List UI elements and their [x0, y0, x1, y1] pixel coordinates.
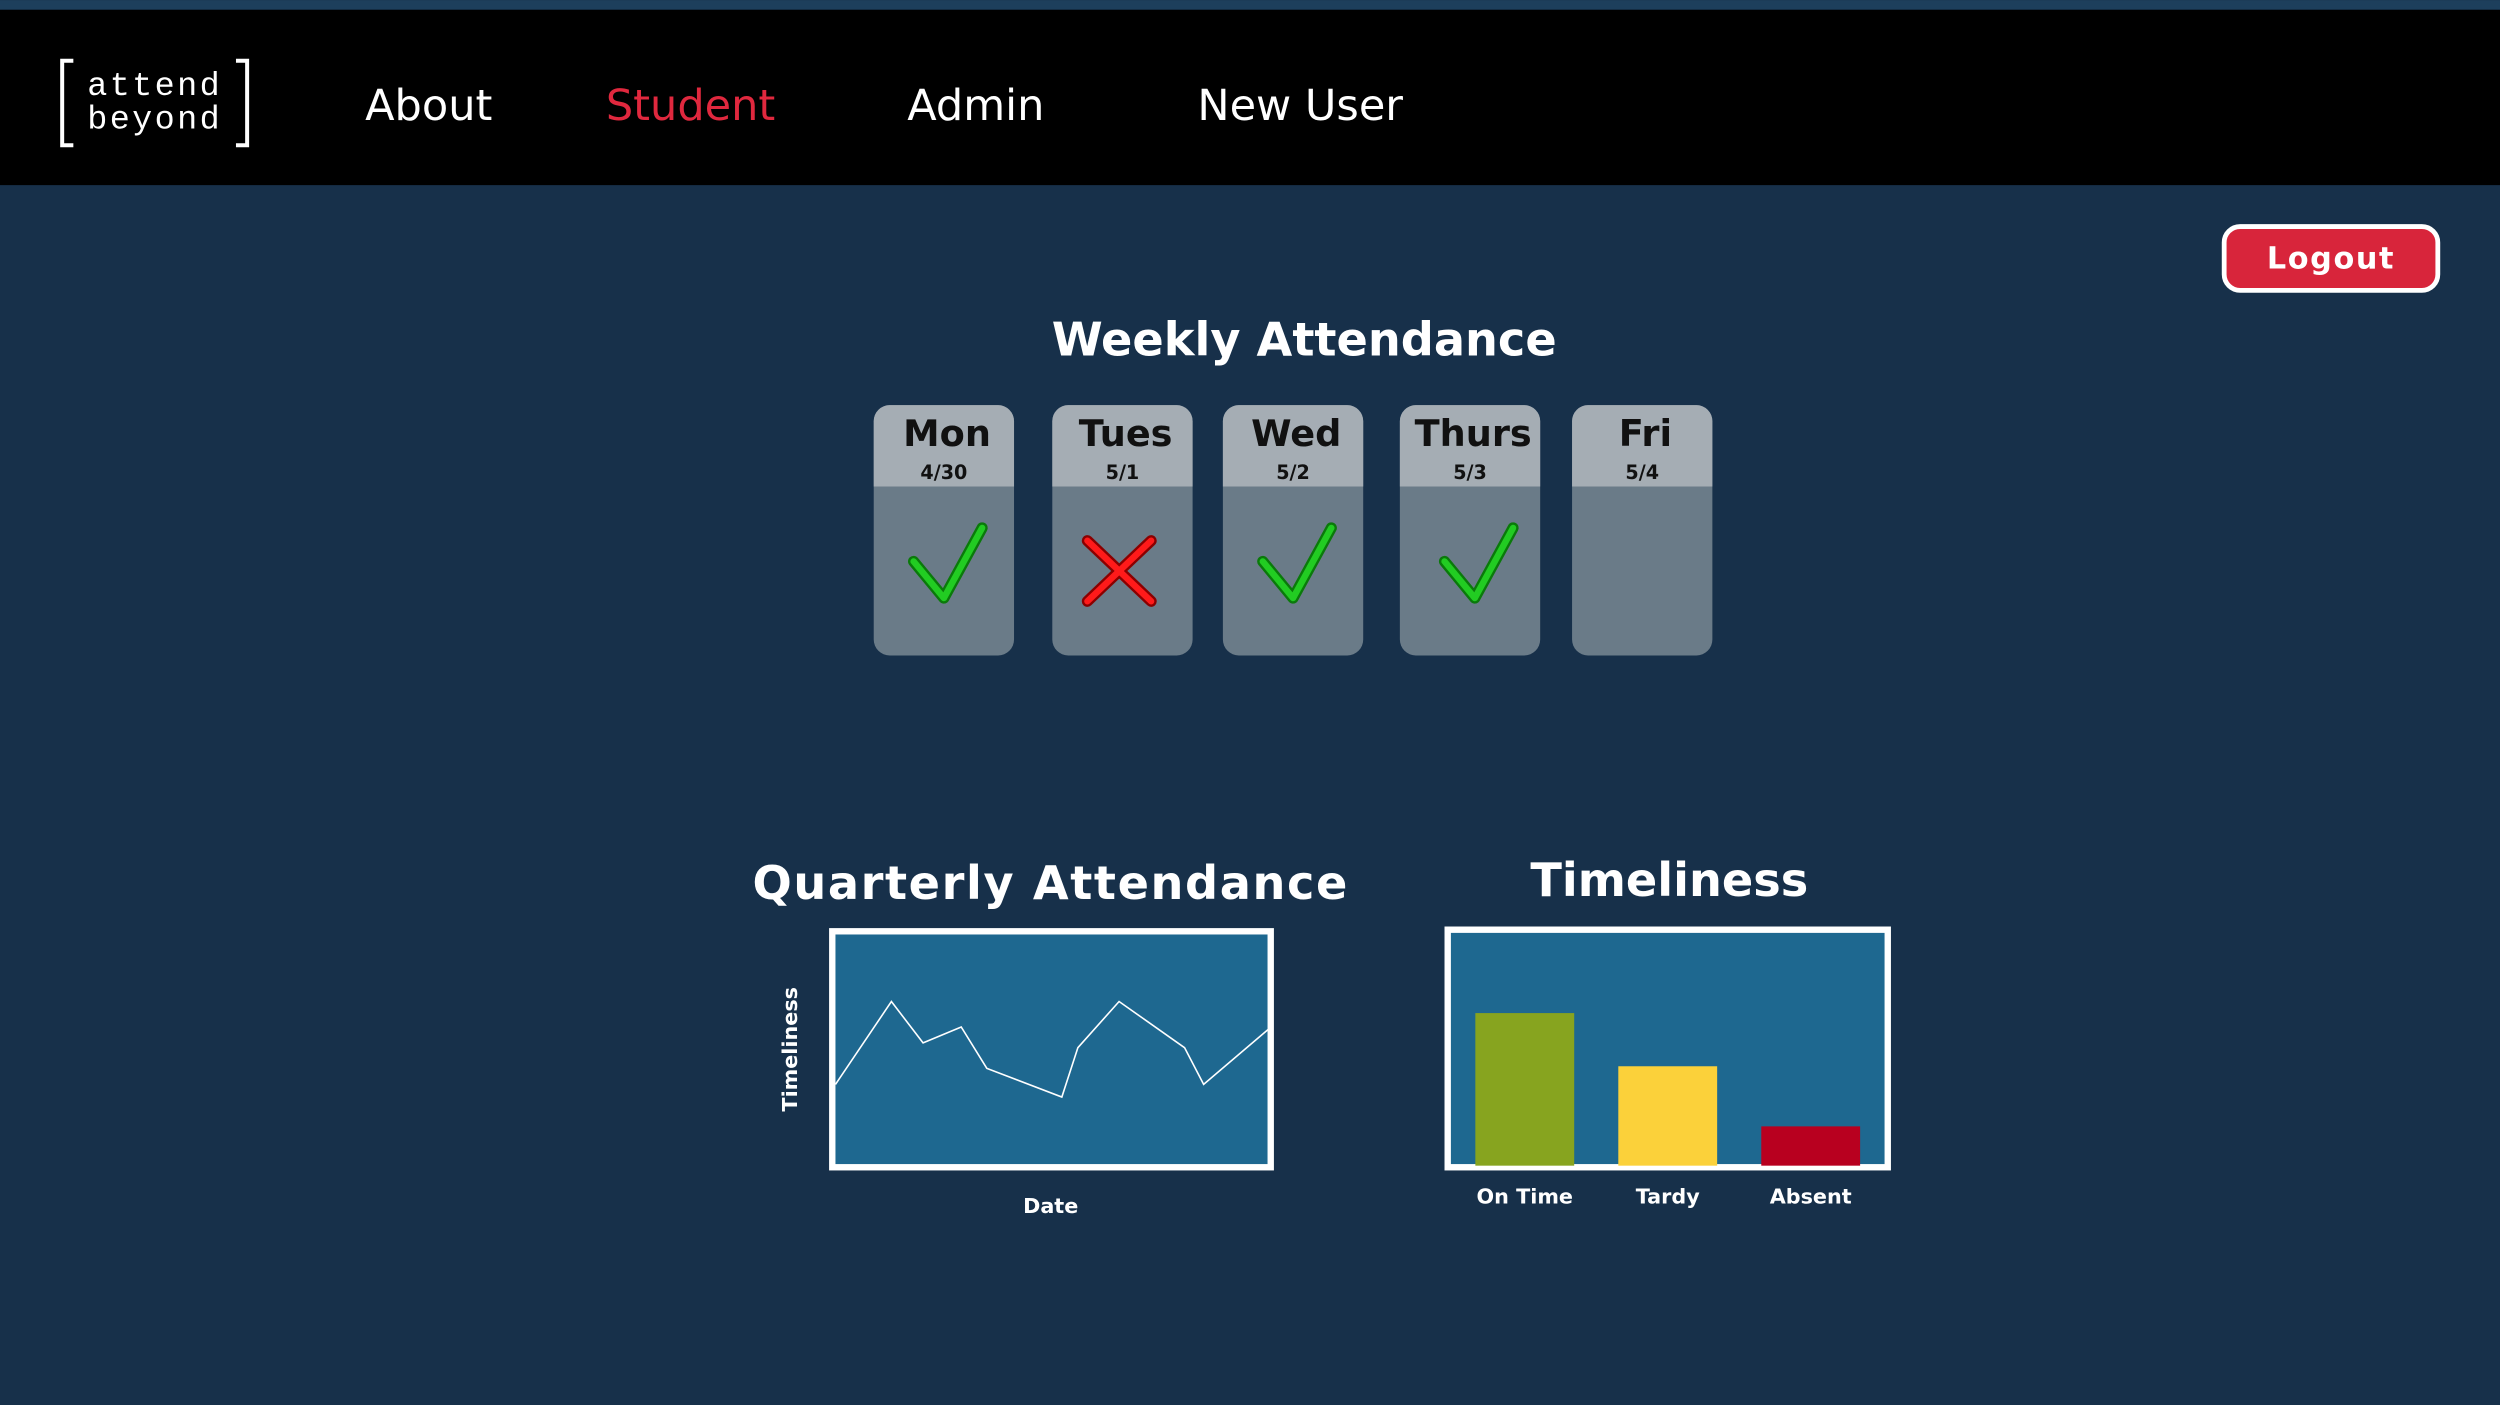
bar	[1475, 1013, 1575, 1166]
day-date: 5/2	[1276, 461, 1310, 484]
check-icon	[1441, 524, 1517, 602]
weekly-title: Weekly Attendance	[1052, 312, 1557, 366]
x-tick-label: Absent	[1770, 1185, 1852, 1209]
day-name: Mon	[903, 412, 991, 455]
data-line	[834, 1000, 1270, 1099]
day-card: Mon 4/30	[873, 405, 1015, 656]
nav-bar	[0, 9, 2500, 186]
day-name: Thurs	[1415, 412, 1532, 455]
day-card: Wed 5/2	[1222, 405, 1364, 656]
top-strip	[0, 0, 2500, 10]
status-icons	[908, 522, 1519, 607]
card-header	[1052, 405, 1193, 487]
logo[interactable]: attend beyond	[60, 58, 250, 148]
day-card: Thurs 5/3	[1399, 405, 1541, 656]
nav-link[interactable]: Student	[606, 81, 775, 131]
nav-link[interactable]: Admin	[907, 81, 1044, 131]
day-card: Fri 5/4	[1572, 405, 1713, 656]
logo-brackets	[60, 58, 250, 148]
x-tick-label: On Time	[1477, 1185, 1573, 1209]
bar	[1761, 1126, 1861, 1166]
day-date: 5/1	[1106, 461, 1140, 484]
chart-title: Timeliness	[1530, 853, 1808, 907]
card-header	[1222, 405, 1364, 487]
logout-bg	[2221, 224, 2441, 293]
plot-area	[829, 928, 1274, 1171]
card-header	[873, 405, 1015, 487]
y-axis-label: Timeliness	[778, 987, 802, 1112]
check-icon	[910, 524, 986, 602]
nav-link[interactable]: New User	[1197, 81, 1403, 131]
cross-icon	[1084, 537, 1155, 605]
bar	[1618, 1066, 1718, 1166]
day-name: Fri	[1619, 412, 1672, 455]
x-tick-label: Tardy	[1636, 1185, 1700, 1209]
logo-text: beyond	[87, 102, 222, 140]
line-chart: Quarterly Attendance Date Timeliness	[752, 856, 1349, 1218]
card-header	[1572, 405, 1713, 487]
day-name: Tues	[1079, 412, 1173, 455]
chart-title: Quarterly Attendance	[752, 856, 1349, 910]
bar-chart: Timeliness On Time Tardy Absent	[1444, 853, 1891, 1209]
day-date: 4/30	[920, 461, 967, 484]
day-name: Wed	[1251, 412, 1341, 455]
day-date: 5/4	[1625, 461, 1659, 484]
check-icon	[1259, 524, 1335, 602]
logout-button[interactable]: Logout	[2221, 224, 2441, 293]
logout-label: Logout	[2267, 242, 2395, 277]
day-date: 5/3	[1453, 461, 1487, 484]
logo-text: attend	[87, 68, 222, 106]
x-axis-label: Date	[1023, 1194, 1078, 1218]
nav-link[interactable]: About	[365, 81, 492, 131]
day-cards: Mon 4/30 Tues 5/1 Wed 5/2 Thurs 5/3 Fri 5/4	[873, 405, 1713, 656]
day-card: Tues 5/1	[1052, 405, 1193, 656]
card-header	[1399, 405, 1541, 487]
